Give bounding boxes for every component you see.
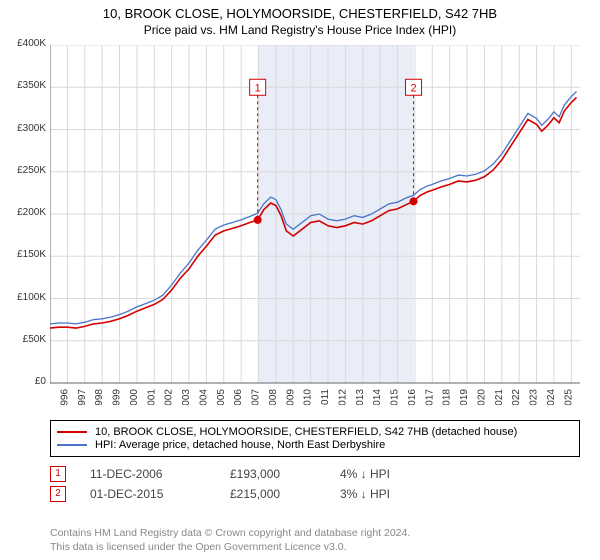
svg-text:2025: 2025 xyxy=(563,389,574,405)
svg-text:2010: 2010 xyxy=(303,389,314,405)
svg-text:2006: 2006 xyxy=(233,389,244,405)
title-address: 10, BROOK CLOSE, HOLYMOORSIDE, CHESTERFI… xyxy=(0,6,600,21)
sale-row: 2 01-DEC-2015£215,0003% ↓ HPI xyxy=(50,486,580,502)
sale-row: 1 11-DEC-2006£193,0004% ↓ HPI xyxy=(50,466,580,482)
sale-diff-vs-hpi: 3% ↓ HPI xyxy=(340,487,440,501)
footer-line-1: Contains HM Land Registry data © Crown c… xyxy=(50,526,580,540)
footer-line-2: This data is licensed under the Open Gov… xyxy=(50,540,580,554)
y-tick-label: £50K xyxy=(0,334,46,345)
svg-text:2: 2 xyxy=(410,82,416,94)
svg-text:1: 1 xyxy=(255,82,261,94)
svg-text:2020: 2020 xyxy=(476,389,487,405)
svg-text:2017: 2017 xyxy=(424,389,435,405)
y-tick-label: £200K xyxy=(0,207,46,218)
sale-diff-vs-hpi: 4% ↓ HPI xyxy=(340,467,440,481)
chart-container: 10, BROOK CLOSE, HOLYMOORSIDE, CHESTERFI… xyxy=(0,0,600,560)
svg-text:2002: 2002 xyxy=(164,389,175,405)
svg-text:2003: 2003 xyxy=(181,389,192,405)
legend-label: HPI: Average price, detached house, Nort… xyxy=(95,439,385,451)
svg-text:2011: 2011 xyxy=(320,389,331,405)
y-tick-label: £250K xyxy=(0,165,46,176)
y-tick-label: £400K xyxy=(0,38,46,49)
svg-text:2015: 2015 xyxy=(390,389,401,405)
svg-text:2023: 2023 xyxy=(529,389,540,405)
chart-area: 1 2 1995 1996 1997 1998 1999 2000 2001 2002 2003 20… xyxy=(50,45,580,405)
svg-text:2013: 2013 xyxy=(355,389,366,405)
legend-label: 10, BROOK CLOSE, HOLYMOORSIDE, CHESTERFI… xyxy=(95,426,517,438)
legend-box: 10, BROOK CLOSE, HOLYMOORSIDE, CHESTERFI… xyxy=(50,420,580,457)
svg-text:2008: 2008 xyxy=(268,389,279,405)
sale-date: 11-DEC-2006 xyxy=(90,467,230,481)
svg-text:1996: 1996 xyxy=(59,389,70,405)
y-tick-label: £350K xyxy=(0,80,46,91)
title-subtitle: Price paid vs. HM Land Registry's House … xyxy=(0,23,600,37)
legend-swatch xyxy=(57,431,87,433)
line-chart-svg: 1 2 1995 1996 1997 1998 1999 2000 2001 2002 2003 20… xyxy=(50,45,580,405)
legend-item: HPI: Average price, detached house, Nort… xyxy=(57,439,573,451)
svg-text:1999: 1999 xyxy=(112,389,123,405)
legend-swatch xyxy=(57,444,87,446)
sales-table: 1 11-DEC-2006£193,0004% ↓ HPI 2 01-DEC-2015… xyxy=(50,462,580,506)
svg-text:2014: 2014 xyxy=(372,389,383,405)
y-tick-label: £150K xyxy=(0,249,46,260)
svg-text:2005: 2005 xyxy=(216,389,227,405)
sale-date: 01-DEC-2015 xyxy=(90,487,230,501)
svg-text:2009: 2009 xyxy=(285,389,296,405)
y-tick-label: £0 xyxy=(0,376,46,387)
y-tick-label: £300K xyxy=(0,123,46,134)
svg-text:1998: 1998 xyxy=(94,389,105,405)
sale-price: £193,000 xyxy=(230,467,340,481)
svg-text:2012: 2012 xyxy=(337,389,348,405)
svg-text:2018: 2018 xyxy=(442,389,453,405)
svg-text:2019: 2019 xyxy=(459,389,470,405)
sale-price: £215,000 xyxy=(230,487,340,501)
svg-text:2001: 2001 xyxy=(146,389,157,405)
svg-text:2016: 2016 xyxy=(407,389,418,405)
footer-attribution: Contains HM Land Registry data © Crown c… xyxy=(50,526,580,554)
legend-item: 10, BROOK CLOSE, HOLYMOORSIDE, CHESTERFI… xyxy=(57,426,573,438)
sale-marker-number: 1 xyxy=(50,466,66,482)
y-tick-label: £100K xyxy=(0,292,46,303)
title-block: 10, BROOK CLOSE, HOLYMOORSIDE, CHESTERFI… xyxy=(0,0,600,37)
sale-marker-number: 2 xyxy=(50,486,66,502)
svg-text:2022: 2022 xyxy=(511,389,522,405)
svg-text:2004: 2004 xyxy=(198,389,209,405)
svg-text:2000: 2000 xyxy=(129,389,140,405)
svg-text:2007: 2007 xyxy=(251,389,262,405)
svg-text:1995: 1995 xyxy=(50,389,53,405)
svg-text:2024: 2024 xyxy=(546,389,557,405)
svg-text:1997: 1997 xyxy=(77,389,88,405)
svg-text:2021: 2021 xyxy=(494,389,505,405)
